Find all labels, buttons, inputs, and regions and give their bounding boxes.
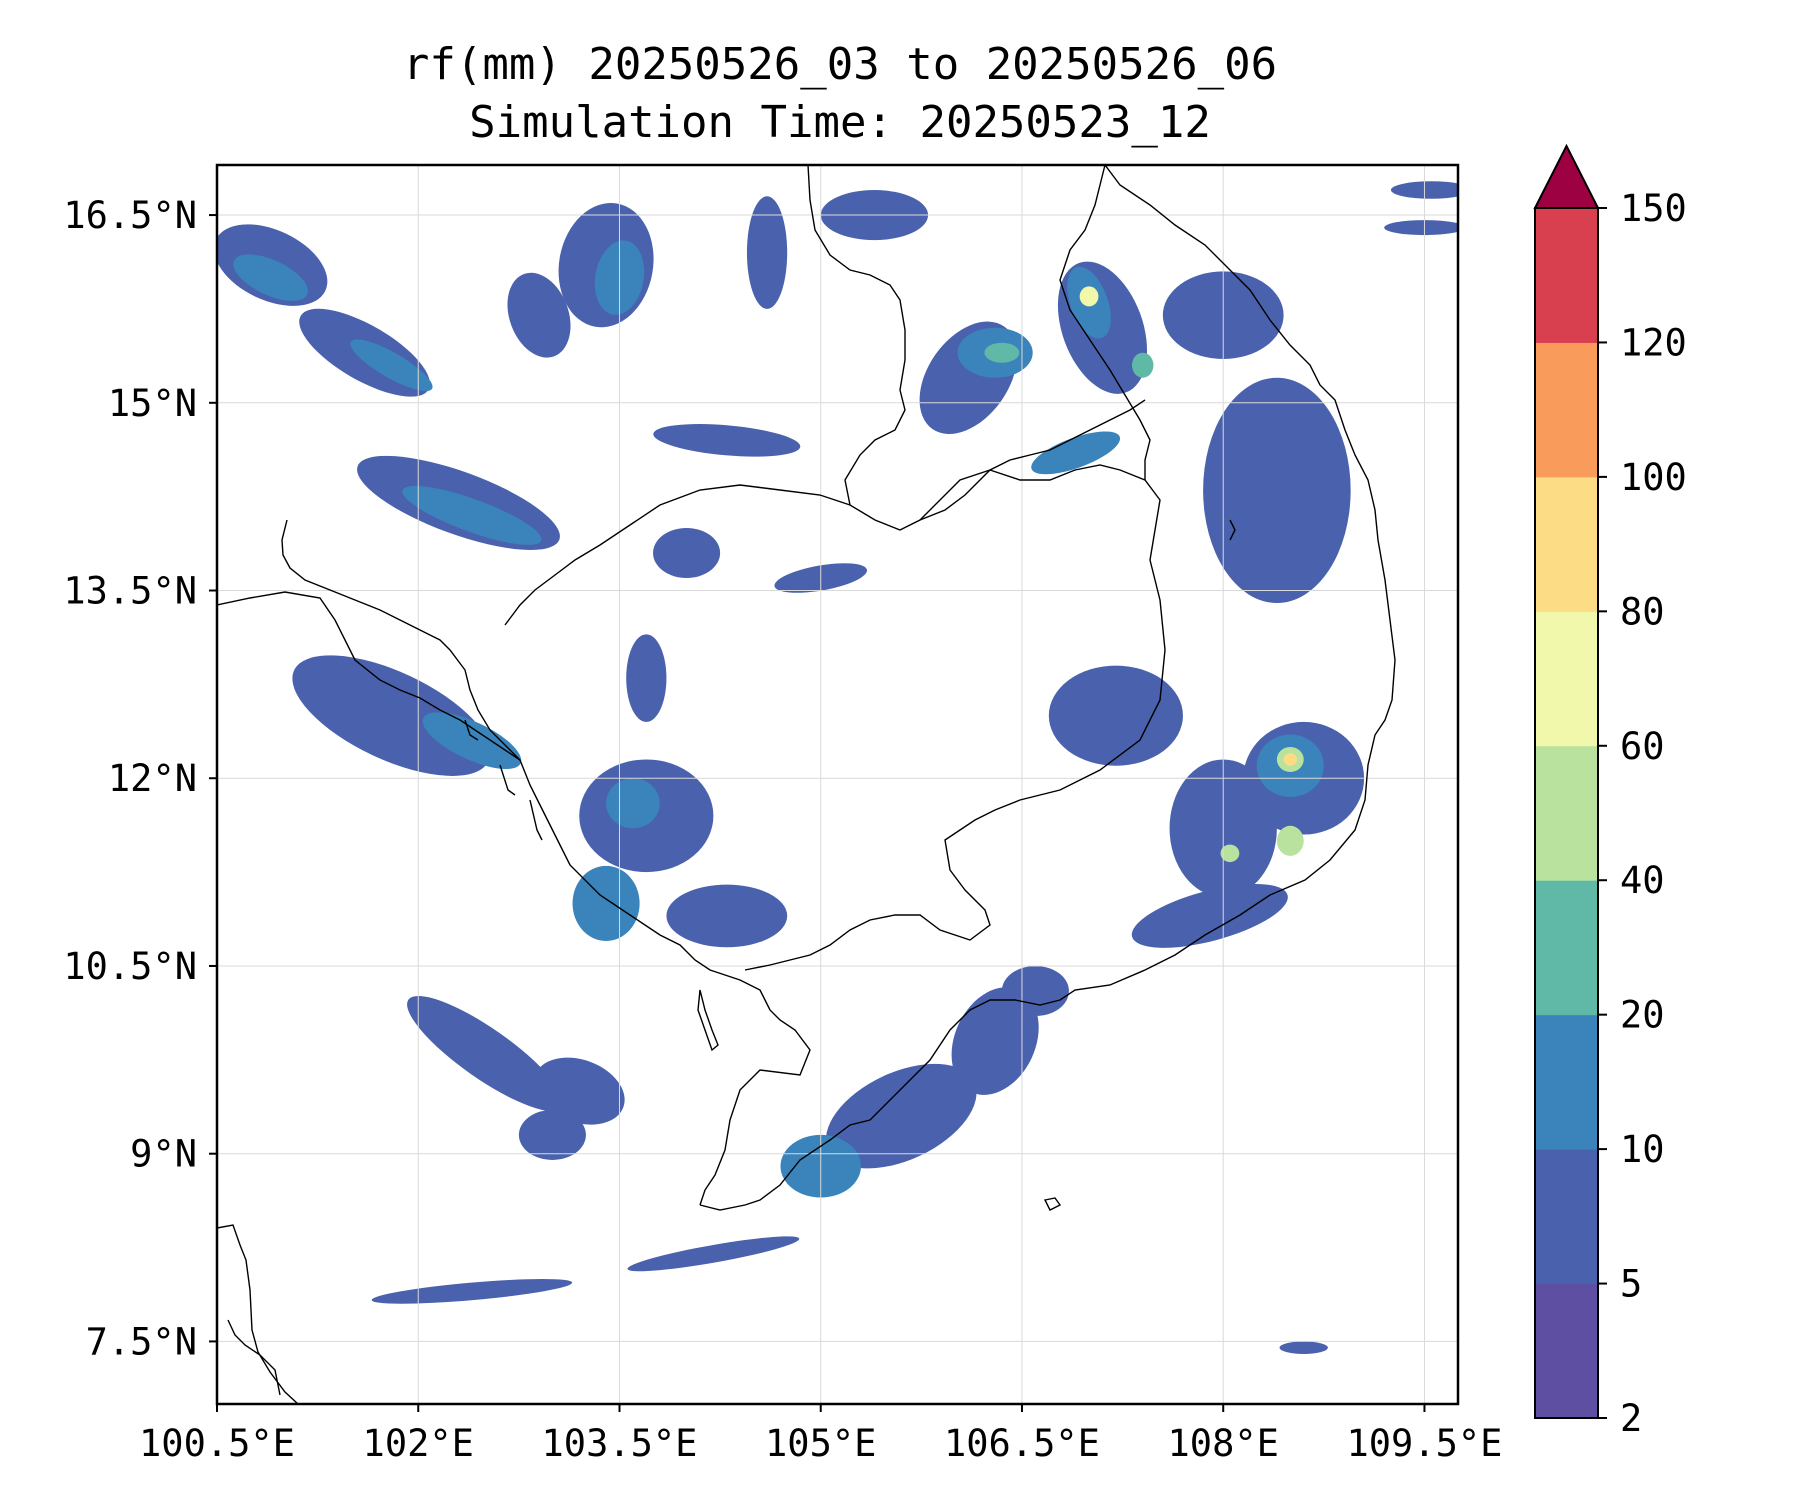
longitude-ticks: 100.5°E 102°E 103.5°E 105°E 106.5°E 108°E 109.… [139,1404,1502,1465]
border-thailand-laos [807,165,906,506]
rain-area [1079,286,1099,307]
colorbar-tick-label: 150 [1620,187,1687,230]
colorbar-tick-label: 40 [1620,859,1665,902]
lon-tick-label: 105°E [765,1422,876,1465]
rain-area [746,196,788,309]
lat-tick-label: 16.5°N [63,194,197,237]
colorbar-tick-label: 80 [1620,590,1665,633]
colorbar-tick-label: 20 [1620,994,1665,1037]
rain-area [1001,965,1069,1017]
title-line-1: rf(mm) 20250526_03 to 20250526_06 [402,39,1278,90]
lon-tick-label: 100.5°E [139,1422,295,1465]
colorbar-segment [1535,208,1598,343]
rain-area [518,1109,586,1160]
coastlines-and-borders [217,165,1396,1404]
latitude-ticks: 16.5°N 15°N 13.5°N 12°N 10.5°N 9°N 7.5°N [63,194,217,1363]
colorbar-outline [1534,207,1599,1419]
colorbar-tick-label: 10 [1620,1128,1665,1171]
rain-area [1131,352,1154,378]
lat-tick-label: 12°N [108,757,197,800]
island-con-son [1043,1197,1062,1211]
rain-area [1048,665,1183,766]
lat-tick-label: 15°N [108,382,197,425]
rain-area [1384,220,1458,236]
border-laos-cambodia [919,399,1146,521]
map-title: rf(mm) 20250526_03 to 20250526_06 Simula… [215,36,1465,152]
rain-area [422,712,522,770]
border-thailand-cambodia [217,591,521,761]
rain-area [292,655,491,776]
rain-area [825,1063,977,1169]
rain-area [402,485,542,545]
title-line-2: Simulation Time: 20250523_12 [469,97,1211,148]
rain-area [666,884,788,948]
colorbar-segment [1535,1149,1598,1285]
lon-tick-label: 108°E [1168,1422,1279,1465]
rainfall-contours [217,181,1458,1354]
colorbar-tick-label: 5 [1620,1263,1642,1306]
coastline-vietnam-east [699,165,1396,1211]
colorbar-tick-label: 2 [1620,1397,1642,1440]
rain-area [1223,402,1304,503]
colorbar: 2 5 10 20 40 60 80 100 120 150 [1533,143,1687,1440]
rain-area [1283,753,1298,766]
colorbar-segment [1535,611,1598,747]
rain-area [1279,1341,1328,1354]
colorbar-tick-label: 60 [1620,725,1665,768]
rain-area [653,424,801,457]
lat-tick-label: 13.5°N [63,570,197,613]
colorbar-segment [1535,745,1598,881]
island-malay-coast [227,1319,281,1396]
rain-area [626,634,667,722]
colorbar-segment [1535,1283,1598,1419]
colorbar-segment [1535,1014,1598,1150]
lon-tick-label: 102°E [363,1422,474,1465]
island-phu-quoc [697,989,719,1052]
rain-area [627,1236,800,1272]
rain-area [407,995,564,1112]
rain-area [951,987,1039,1095]
rain-area [371,1278,573,1304]
rain-area [1390,181,1458,199]
lon-tick-label: 103.5°E [542,1422,698,1465]
lat-tick-label: 9°N [130,1133,197,1176]
lat-tick-label: 10.5°N [63,945,197,988]
islands-koh-kong [464,719,543,841]
colorbar-segment [1535,476,1598,612]
colorbar-extend-arrow [1533,143,1600,209]
colorbar-segment [1535,880,1598,1016]
rain-area [1220,844,1240,863]
colorbar-tick-label: 100 [1620,456,1687,499]
lon-tick-label: 106.5°E [944,1422,1100,1465]
rain-area [984,342,1020,363]
lat-tick-label: 7.5°N [86,1320,197,1363]
rain-area [233,254,308,301]
rain-area [606,778,660,829]
map-frame [215,163,1460,1406]
border-cambodia-vietnam [744,464,1166,971]
rain-area [1276,825,1304,856]
rain-area [350,339,433,392]
coastline-mekong-delta [281,519,811,1206]
rain-area [1131,883,1288,948]
rain-area [1031,431,1121,475]
colorbar-segment [1535,342,1598,478]
colorbar-tick-label: 120 [1620,321,1687,364]
lon-tick-label: 109.5°E [1346,1422,1502,1465]
island-ly-son [1229,519,1236,541]
map-gridlines [217,165,1458,1404]
border-laos-vietnam [1059,165,1151,480]
rain-area [507,272,571,358]
rain-area [653,527,721,579]
rain-area [533,1057,625,1125]
